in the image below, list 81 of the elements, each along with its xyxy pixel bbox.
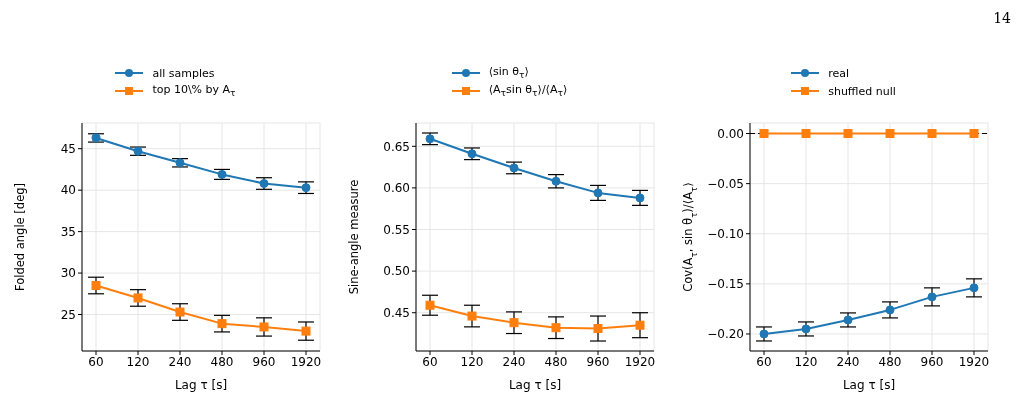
- point: [509, 163, 519, 173]
- point: [217, 319, 227, 329]
- legend-label: real: [828, 66, 850, 80]
- point: [927, 129, 937, 139]
- legend-label: ⟨A$_{τ}$sin θ$_{τ}$⟩/⟨A$_{τ}$⟩: [488, 83, 568, 99]
- x-tick-label: 960: [920, 354, 944, 369]
- y-tick-label: −0.20: [707, 327, 744, 342]
- point: [759, 329, 769, 339]
- point: [551, 323, 561, 333]
- x-tick-label: 480: [210, 354, 234, 369]
- y-tick-label: 30: [60, 266, 76, 281]
- point: [259, 179, 269, 189]
- y-tick-label: 35: [60, 224, 76, 239]
- y-tick-label: 0.00: [717, 126, 744, 141]
- y-tick-label: 0.65: [383, 139, 410, 154]
- legend-label: ⟨sin θ$_{τ}$⟩: [488, 65, 529, 81]
- x-tick-label: 240: [502, 354, 526, 369]
- legend-label: top 10\% by A$_{τ}$: [152, 83, 236, 99]
- point: [759, 129, 769, 139]
- point: [175, 158, 185, 168]
- point: [969, 129, 979, 139]
- x-tick-label: 120: [126, 354, 150, 369]
- y-tick-label: −0.15: [707, 277, 744, 292]
- point: [133, 293, 143, 303]
- x-tick-label: 120: [460, 354, 484, 369]
- legend-label: all samples: [152, 66, 215, 80]
- point: [801, 324, 811, 334]
- y-tick-label: 25: [60, 307, 76, 322]
- x-tick-label: 960: [586, 354, 610, 369]
- point: [175, 307, 185, 317]
- y-tick-label: 0.55: [383, 222, 410, 237]
- x-tick-label: 240: [168, 354, 192, 369]
- point: [217, 169, 227, 179]
- point: [301, 183, 311, 193]
- point: [593, 324, 603, 334]
- point: [635, 193, 645, 203]
- x-tick-label: 1920: [290, 354, 322, 369]
- y-tick-label: −0.05: [707, 176, 744, 191]
- x-tick-label: 960: [252, 354, 276, 369]
- x-axis-title: Lag τ [s]: [508, 378, 562, 392]
- point: [467, 149, 477, 159]
- y-axis-title: Sine-angle measure: [347, 179, 361, 295]
- point: [551, 176, 561, 186]
- point: [969, 283, 979, 293]
- point: [593, 188, 603, 198]
- x-tick-label: 60: [756, 354, 772, 369]
- x-axis-title: Lag τ [s]: [174, 378, 228, 392]
- y-tick-label: 0.45: [383, 305, 410, 320]
- point: [91, 133, 101, 143]
- point: [885, 129, 895, 139]
- point: [425, 300, 435, 310]
- x-tick-label: 480: [878, 354, 902, 369]
- x-axis-title: Lag τ [s]: [842, 378, 896, 392]
- y-tick-label: 0.60: [383, 181, 410, 196]
- y-tick-label: 45: [60, 141, 76, 156]
- legend-label: shuffled null: [828, 84, 896, 98]
- point: [425, 134, 435, 144]
- point: [927, 292, 937, 302]
- point: [885, 305, 895, 315]
- x-tick-label: 120: [794, 354, 818, 369]
- x-tick-label: 60: [422, 354, 438, 369]
- x-tick-label: 60: [88, 354, 104, 369]
- point: [91, 281, 101, 290]
- y-tick-label: −0.10: [707, 227, 744, 241]
- x-tick-label: 480: [544, 354, 568, 369]
- x-tick-label: 1920: [624, 354, 656, 369]
- point: [301, 326, 311, 336]
- point: [467, 311, 477, 321]
- x-tick-label: 240: [836, 354, 860, 369]
- y-tick-label: 40: [60, 183, 76, 198]
- point: [843, 129, 853, 139]
- point: [259, 322, 269, 332]
- point: [509, 318, 519, 328]
- point: [133, 146, 143, 156]
- point: [635, 320, 645, 330]
- point: [843, 315, 853, 325]
- y-tick-label: 0.50: [383, 264, 410, 279]
- point: [801, 129, 811, 139]
- y-axis-title: Folded angle [deg]: [13, 183, 27, 291]
- text: 14: [993, 10, 1011, 26]
- x-tick-label: 1920: [958, 354, 990, 369]
